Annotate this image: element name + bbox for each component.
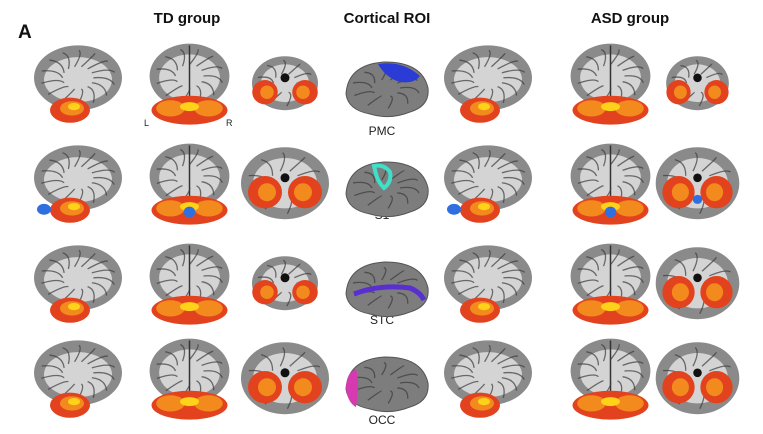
brain-asd-coronal-row3 [570,243,651,325]
brain-asd-axial-row2 [655,147,740,220]
right-marker: R [226,118,233,128]
panel-label: A [18,22,32,43]
brain-asd-axial-row4 [655,342,740,415]
header-asd-group: ASD group [590,10,670,27]
brain-td-sagittal-row1 [34,45,122,123]
brain-td-sagittal-row4 [34,340,122,418]
brain-td-sagittal-row2 [34,145,122,223]
brain-td-axial-row2 [241,147,329,220]
roi-s1-region [371,163,393,191]
roi-stc-region [353,284,427,302]
roi-occ-region [346,369,358,407]
header-td-group: TD group [153,10,221,27]
brain-asd-coronal-row1 [570,43,651,125]
brain-td-coronal-row3 [149,243,230,325]
roi-label-pmc: PMC [368,124,396,138]
brain-td-coronal-row4 [149,338,230,420]
brain-asd-sagittal-row1 [444,45,532,123]
cortical-roi-brain-row1 [345,61,429,118]
left-marker: L [144,118,150,128]
brain-asd-sagittal-row2 [444,145,532,223]
brain-asd-coronal-row2 [570,143,651,225]
brain-asd-coronal-row4 [570,338,651,420]
brain-asd-axial-row1 [666,56,729,111]
brain-td-axial-row3 [252,256,318,311]
brain-td-axial-row1 [252,56,318,111]
brain-td-sagittal-row3 [34,245,122,323]
brain-asd-axial-row3 [655,247,740,320]
cortical-roi-brain-row4 [345,356,429,413]
roi-label-occ: OCC [368,413,396,427]
cortical-roi-brain-row2 [345,161,429,218]
brain-td-axial-row4 [241,342,329,415]
cortical-roi-brain-row3 [345,261,429,318]
roi-pmc-region [378,63,420,83]
brain-asd-sagittal-row4 [444,340,532,418]
brain-td-coronal-row1 [149,43,230,125]
header-cortical-roi: Cortical ROI [343,10,431,27]
brain-td-coronal-row2 [149,143,230,225]
brain-asd-sagittal-row3 [444,245,532,323]
